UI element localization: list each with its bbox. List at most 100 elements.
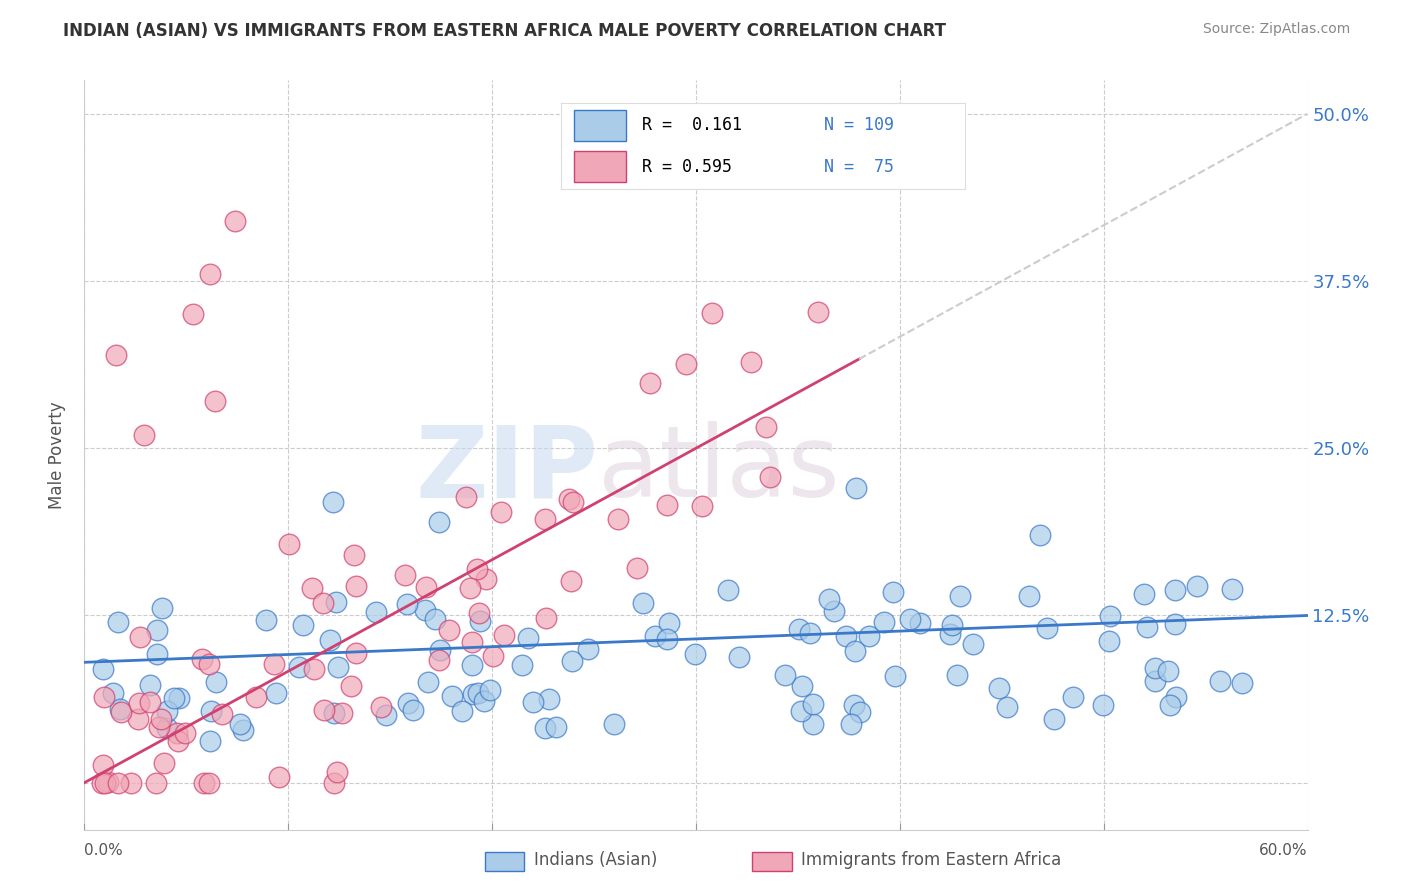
Point [93,690,115,705]
Text: Immigrants from Eastern Africa: Immigrants from Eastern Africa [801,851,1062,869]
Point [1159,698,1181,712]
Point [858,629,880,643]
Point [1132,587,1154,601]
Point [683,647,706,661]
Point [292,617,315,632]
Point [898,612,921,626]
Point [127,712,149,726]
Point [91,776,114,790]
Point [728,650,751,665]
Point [461,687,484,701]
Point [150,601,173,615]
Point [1098,634,1121,648]
Point [946,667,969,681]
Point [908,616,931,631]
Point [163,690,186,705]
Point [322,706,344,720]
Point [675,357,697,371]
Point [467,686,489,700]
Point [823,604,845,618]
Point [418,674,440,689]
Point [312,703,335,717]
Point [330,706,353,720]
Point [949,589,972,603]
Point [941,618,963,632]
Point [254,613,277,627]
Point [198,776,221,790]
Point [312,596,335,610]
Point [789,704,811,718]
Point [1042,712,1064,726]
Point [166,725,188,739]
Point [758,470,780,484]
Point [787,623,810,637]
Point [544,720,567,734]
Point [835,629,858,643]
Point [394,567,416,582]
Point [181,307,204,322]
Point [346,579,368,593]
Point [1209,674,1232,689]
Point [429,643,451,657]
Point [415,580,437,594]
Point [557,491,579,506]
Point [1164,690,1187,705]
Point [148,720,170,734]
Point [441,690,464,704]
Point [631,596,654,610]
Point [149,712,172,726]
Point [91,758,114,772]
Point [304,662,326,676]
Point [128,697,150,711]
Point [415,603,437,617]
Point [427,515,450,529]
Point [475,572,498,586]
Point [481,648,503,663]
Point [456,490,478,504]
Point [1091,698,1114,713]
Point [94,776,117,790]
Point [1143,673,1166,688]
Point [873,615,896,629]
Point [655,632,678,647]
Point [211,706,233,721]
Point [494,628,516,642]
Point [104,348,127,362]
Point [467,561,489,575]
Point [370,700,392,714]
Point [1143,661,1166,675]
Point [517,632,540,646]
Point [474,694,496,708]
Point [882,585,904,599]
Point [277,537,299,551]
Point [437,624,460,638]
Point [322,495,344,509]
Point [1220,582,1243,596]
Y-axis label: Male Poverty: Male Poverty [48,401,66,508]
Point [339,679,361,693]
Point [343,549,366,563]
Point [396,696,419,710]
Point [461,658,484,673]
Point [792,680,814,694]
Point [110,706,132,720]
Point [638,376,661,390]
Point [156,704,179,718]
Point [1164,616,1187,631]
Point [402,703,425,717]
Text: atlas: atlas [598,421,839,518]
Point [139,678,162,692]
Point [818,592,841,607]
Point [603,717,626,731]
Point [1062,690,1084,704]
Point [849,705,872,719]
Point [245,690,267,704]
Point [451,704,474,718]
Point [97,775,120,789]
Point [842,698,865,712]
Point [576,642,599,657]
Point [561,653,583,667]
Point [173,726,195,740]
Point [224,214,246,228]
Point [204,674,226,689]
